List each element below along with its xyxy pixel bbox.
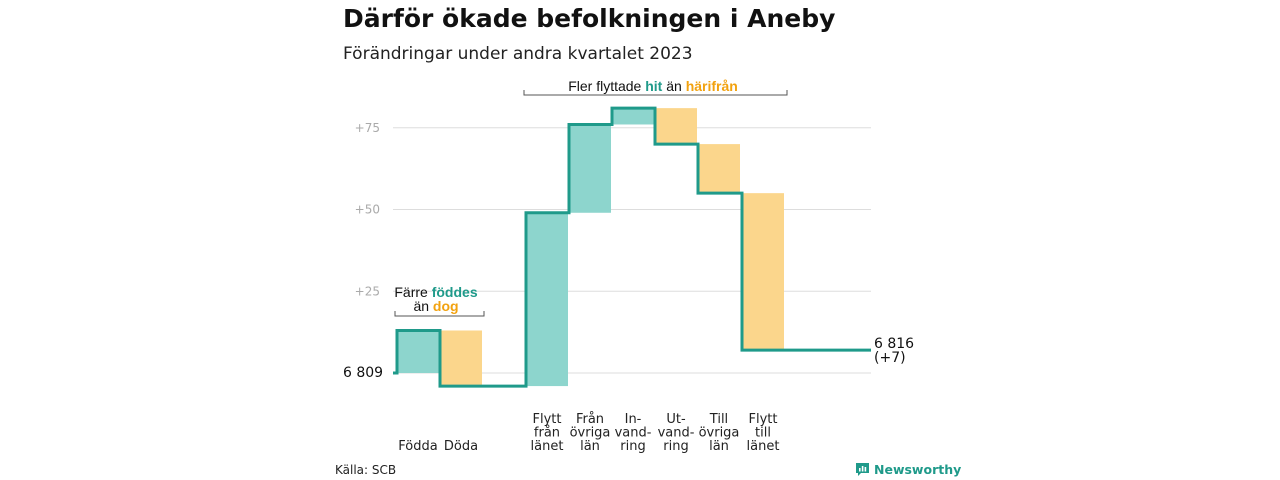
births-annotation-text: Färre xyxy=(394,284,431,300)
x-category-label: ring xyxy=(620,439,645,454)
waterfall-bar xyxy=(655,108,697,145)
waterfall-bar xyxy=(440,330,482,387)
x-category-label: Till xyxy=(709,412,728,427)
chart-title: Därför ökade befolkningen i Aneby xyxy=(343,4,836,33)
source-note: Källa: SCB xyxy=(335,463,397,477)
births-annotation-bracket xyxy=(394,311,485,317)
x-category-label: län xyxy=(709,439,729,454)
label-layer: Födda DödaFlyttfrånlänetFrånövrigalänIn-v… xyxy=(343,336,914,454)
newsworthy-logo-icon xyxy=(856,463,869,476)
y-tick-label: +75 xyxy=(355,121,380,135)
bar-layer xyxy=(397,108,784,387)
x-category-label: övriga xyxy=(570,426,611,441)
waterfall-bar xyxy=(612,108,654,125)
migration-annotation-text: Fler flyttade xyxy=(568,78,645,94)
x-category-label: Ut- xyxy=(666,412,686,427)
inflow-highlight: hit xyxy=(645,78,662,94)
cumulative-step-line xyxy=(393,106,871,388)
waterfall-bar xyxy=(698,144,740,194)
outflow-highlight: härifrån xyxy=(686,78,738,94)
y-tick-label: +25 xyxy=(355,284,380,298)
waterfall-bar xyxy=(526,212,568,387)
migration-annotation: Fler flyttade hit än härifrån xyxy=(568,78,738,94)
x-category-label: Döda xyxy=(444,439,478,454)
x-category-label: vand- xyxy=(615,426,652,441)
x-category-label: övriga xyxy=(699,426,740,441)
waterfall-bar xyxy=(742,193,784,351)
start-value-label: 6 809 xyxy=(343,365,383,381)
end-change-label: (+7) xyxy=(874,350,906,366)
x-category-label: länet xyxy=(531,439,564,454)
waterfall-bar xyxy=(397,330,439,373)
x-category-label: Flytt xyxy=(533,412,562,427)
deaths-highlight: dog xyxy=(433,298,459,314)
x-category-label: till xyxy=(755,426,771,441)
x-category-label: Flytt xyxy=(749,412,778,427)
x-category-label: länet xyxy=(747,439,780,454)
x-category-label: ring xyxy=(663,439,688,454)
x-category-label: In- xyxy=(625,412,642,427)
waterfall-bar xyxy=(569,124,611,213)
births-annotation-text: än xyxy=(413,298,432,314)
line-layer xyxy=(393,106,871,388)
x-category-label: län xyxy=(580,439,600,454)
births-annotation-line2: än dog xyxy=(413,298,458,314)
brand-logo[interactable]: Newsworthy xyxy=(855,462,961,477)
brand-name: Newsworthy xyxy=(874,462,962,477)
x-category-label: Födda xyxy=(398,439,437,454)
x-category-label: Från xyxy=(576,412,604,427)
births-annotation-line1: Färre föddes xyxy=(394,284,477,300)
births-highlight: föddes xyxy=(432,284,478,300)
y-tick-label: +50 xyxy=(355,203,380,217)
end-value-label: 6 816 xyxy=(874,336,914,352)
chart-subtitle: Förändringar under andra kvartalet 2023 xyxy=(343,44,693,64)
migration-annotation-bracket xyxy=(523,90,788,96)
x-category-label: vand- xyxy=(658,426,695,441)
migration-annotation-text: än xyxy=(662,78,685,94)
x-category-label: från xyxy=(534,426,560,441)
